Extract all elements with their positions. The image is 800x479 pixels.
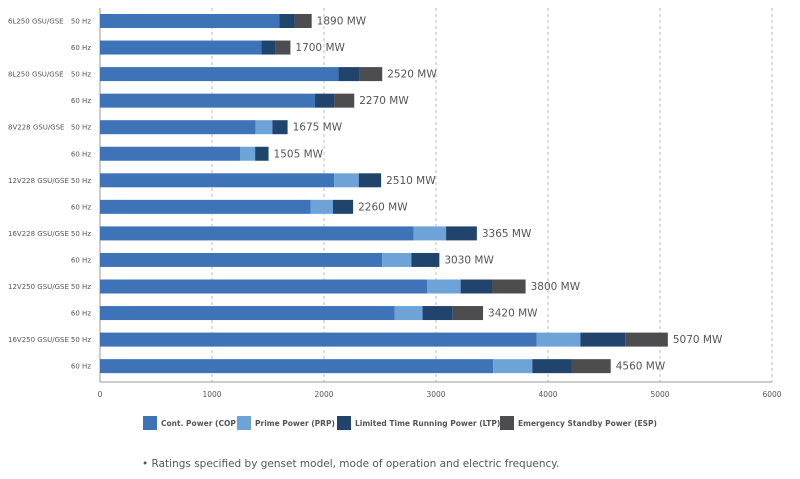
bar-segment-cop	[100, 14, 280, 28]
bar-total-label: 1890 MW	[317, 16, 367, 28]
bar-segment-prp	[240, 146, 256, 161]
x-tick-label: 5000	[650, 390, 669, 399]
bar-segment-ltp	[338, 67, 360, 82]
row-frequency-label: 60 Hz	[71, 97, 91, 105]
bar-total-label: 1505 MW	[274, 148, 324, 160]
bar-segment-cop	[100, 93, 316, 108]
row-frequency-label: 50 Hz	[71, 71, 91, 79]
bar-segment-ltp	[261, 40, 276, 55]
bar-segment-ltp	[411, 252, 440, 267]
legend-label-esp: Emergency Standby Power (ESP)	[518, 419, 657, 428]
x-tick-label: 6000	[762, 390, 781, 399]
bar-total-label: 3030 MW	[444, 254, 494, 266]
legend-swatch-ltp	[337, 416, 351, 430]
legend-swatch-esp	[500, 416, 514, 430]
row-frequency-label: 50 Hz	[71, 177, 91, 185]
row-frequency-label: 60 Hz	[71, 203, 91, 211]
bar-segment-esp	[571, 359, 611, 374]
bar-segment-cop	[100, 67, 339, 82]
bar-segment-ltp	[580, 332, 626, 347]
bar-segment-ltp	[532, 359, 572, 374]
bar-total-label: 1700 MW	[295, 42, 345, 54]
bar-total-label: 3800 MW	[531, 281, 581, 293]
bar-segment-esp	[492, 279, 526, 294]
bar-total-label: 2270 MW	[359, 95, 409, 107]
bar-segment-cop	[100, 252, 383, 267]
row-frequency-label: 60 Hz	[71, 44, 91, 52]
row-frequency-label: 50 Hz	[71, 336, 91, 344]
bar-segment-prp	[334, 173, 359, 188]
bar-total-label: 2510 MW	[386, 175, 436, 187]
row-frequency-label: 60 Hz	[71, 310, 91, 318]
bar-total-label: 3420 MW	[488, 308, 538, 320]
row-frequency-label: 50 Hz	[71, 18, 91, 26]
row-group-label: 8V228 GSU/GSE	[8, 124, 64, 132]
x-tick-label: 3000	[426, 390, 445, 399]
bar-segment-cop	[100, 359, 494, 374]
bar-total-label: 4560 MW	[616, 361, 666, 373]
x-tick-label: 0	[98, 390, 103, 399]
legend-label-prp: Prime Power (PRP)	[255, 419, 335, 428]
bar-segment-prp	[394, 306, 423, 321]
bar-segment-esp	[359, 67, 383, 82]
bar-segment-prp	[255, 120, 273, 135]
ratings-footnote: • Ratings specified by genset model, mod…	[142, 458, 560, 470]
bar-segment-esp	[334, 93, 355, 108]
row-frequency-label: 60 Hz	[71, 150, 91, 158]
bar-segment-ltp	[358, 173, 382, 188]
bar-segment-cop	[100, 332, 537, 347]
bar-segment-ltp	[279, 14, 295, 28]
bar-segment-prp	[427, 279, 461, 294]
bar-segment-cop	[100, 226, 414, 241]
bar-segment-esp	[452, 306, 484, 321]
row-group-label: 16V250 GSU/GSE	[8, 336, 69, 344]
legend-label-ltp: Limited Time Running Power (LTP)	[355, 419, 500, 428]
bar-segment-prp	[310, 199, 333, 214]
bar-total-label: 1675 MW	[293, 122, 343, 134]
x-tick-label: 4000	[538, 390, 557, 399]
bar-segment-ltp	[446, 226, 477, 241]
bar-segment-prp	[382, 252, 412, 267]
bar-segment-cop	[100, 199, 311, 214]
bar-segment-cop	[100, 120, 256, 135]
bar-segment-prp	[536, 332, 581, 347]
bar-segment-cop	[100, 173, 335, 188]
bar-total-label: 5070 MW	[673, 334, 723, 346]
row-frequency-label: 50 Hz	[71, 283, 91, 291]
bar-total-label: 2520 MW	[387, 69, 437, 81]
row-frequency-label: 60 Hz	[71, 363, 91, 371]
row-frequency-label: 50 Hz	[71, 124, 91, 132]
row-group-label: 16V228 GSU/GSE	[8, 230, 69, 238]
bar-segment-cop	[100, 146, 240, 161]
bar-segment-ltp	[422, 306, 453, 321]
bar-segment-cop	[100, 279, 428, 294]
bar-segment-esp	[625, 332, 668, 347]
x-tick-label: 2000	[314, 390, 333, 399]
row-group-label: 6L250 GSU/GSE	[8, 18, 64, 26]
bar-segment-cop	[100, 306, 395, 321]
row-group-label: 12V250 GSU/GSE	[8, 283, 69, 291]
row-group-label: 12V228 GSU/GSE	[8, 177, 69, 185]
legend-swatch-cop	[143, 416, 157, 430]
bar-segment-ltp	[315, 93, 335, 108]
bar-segment-ltp	[460, 279, 492, 294]
legend-swatch-prp	[237, 416, 251, 430]
legend-label-cop: Cont. Power (COP)	[161, 419, 239, 428]
bar-segment-esp	[294, 14, 312, 28]
bar-segment-prp	[493, 359, 533, 374]
bar-segment-prp	[413, 226, 447, 241]
row-group-label: 8L250 GSU/GSE	[8, 71, 64, 79]
bar-segment-cop	[100, 40, 262, 55]
row-frequency-label: 50 Hz	[71, 230, 91, 238]
row-frequency-label: 60 Hz	[71, 256, 91, 264]
x-tick-label: 1000	[202, 390, 221, 399]
bar-segment-ltp	[255, 146, 269, 161]
bar-segment-ltp	[272, 120, 288, 135]
bar-total-label: 2260 MW	[358, 201, 408, 213]
bar-segment-esp	[275, 40, 291, 55]
bar-segment-ltp	[332, 199, 354, 214]
bar-total-label: 3365 MW	[482, 228, 532, 240]
